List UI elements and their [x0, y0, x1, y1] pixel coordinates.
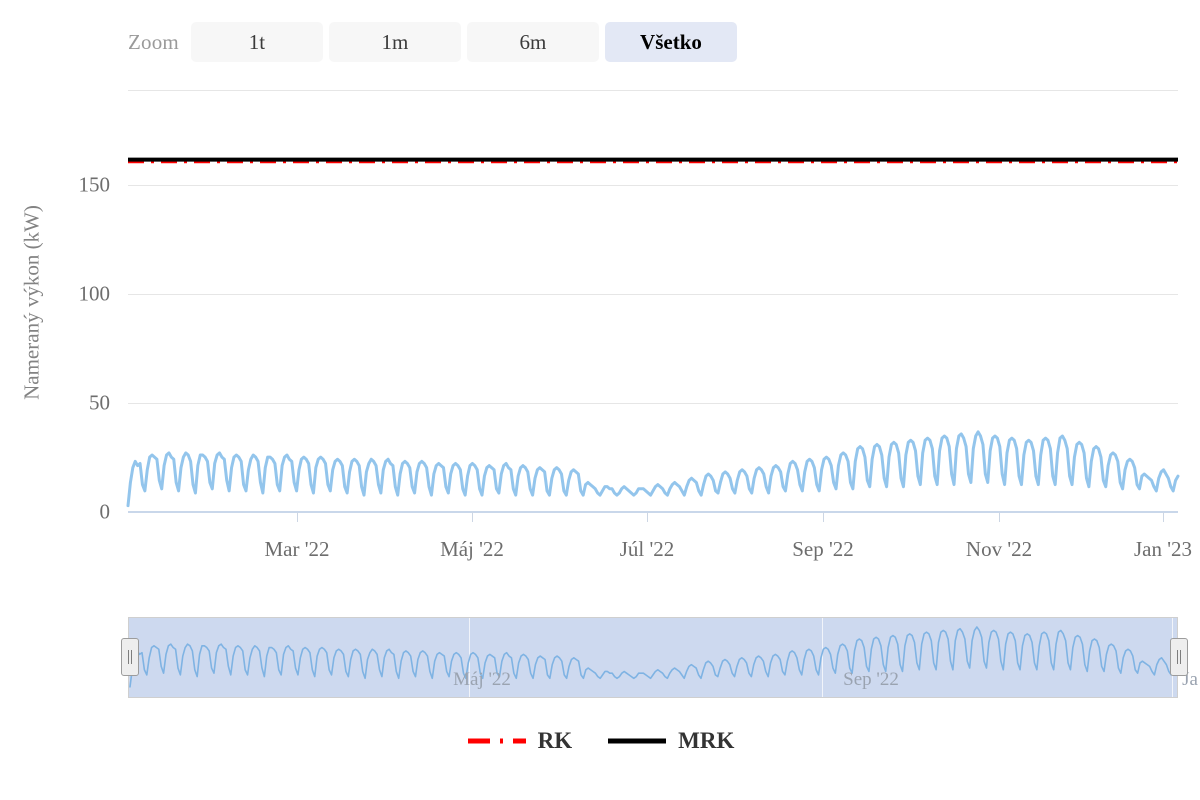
x-axis-line — [128, 511, 1178, 513]
y-tick-label-50: 50 — [89, 390, 110, 415]
x-tick-label-nov22: Nov '22 — [965, 537, 1033, 561]
grip-line — [1177, 650, 1178, 664]
zoom-label: Zoom — [128, 29, 179, 54]
grip-line — [1180, 650, 1181, 664]
navigator-left-handle[interactable] — [121, 638, 139, 676]
gridline-150 — [128, 185, 1178, 186]
legend-label-mrk: MRK — [678, 728, 735, 753]
chart-legend: RK MRK — [0, 728, 1200, 754]
range-button-vsetko[interactable]: Všetko — [604, 22, 737, 62]
x-tick-label-mar22: Mar '22 — [264, 537, 330, 561]
y-tick-label-0: 0 — [99, 499, 111, 524]
range-button-1t[interactable]: 1t — [190, 22, 323, 62]
legend-swatch-rk-dash-dot-icon — [467, 738, 526, 744]
navigator-outline — [128, 617, 1178, 698]
range-button-1m[interactable]: 1m — [328, 22, 461, 62]
grip-line — [131, 650, 132, 664]
x-tick-label-jul22: Júl '22 — [619, 537, 675, 561]
range-selector: Zoom 1t 1m 6m Všetko — [128, 20, 743, 64]
grip-line — [128, 650, 129, 664]
gridline-100 — [128, 294, 1178, 295]
legend-swatch-mrk-solid-icon — [608, 738, 667, 744]
x-tick-label-maj22: Máj '22 — [440, 537, 504, 561]
navigator-right-handle[interactable] — [1170, 638, 1188, 676]
gridline-50 — [128, 403, 1178, 404]
x-tick-mark — [999, 512, 1000, 522]
x-tick-mark — [297, 512, 298, 522]
x-tick-mark — [1163, 512, 1164, 522]
x-tick-label-sep22: Sep '22 — [792, 537, 854, 561]
legend-label-rk: RK — [537, 728, 573, 753]
y-tick-label-100: 100 — [78, 281, 111, 306]
x-tick-mark — [647, 512, 648, 522]
gridline-200 — [128, 90, 1178, 91]
navigator-x-label-sep22: Sep '22 — [843, 669, 899, 690]
y-tick-label-150: 150 — [78, 172, 111, 197]
series-line-namerany-vykon — [126, 430, 1180, 508]
x-tick-mark — [472, 512, 473, 522]
range-button-6m[interactable]: 6m — [466, 22, 599, 62]
legend-item-mrk[interactable]: MRK — [606, 728, 734, 754]
x-tick-label-jan23: Jan '23 — [1133, 537, 1193, 561]
x-tick-mark — [823, 512, 824, 522]
legend-item-rk[interactable]: RK — [466, 728, 573, 754]
navigator[interactable] — [128, 617, 1178, 698]
navigator-x-label-maj22: Máj '22 — [453, 669, 511, 690]
